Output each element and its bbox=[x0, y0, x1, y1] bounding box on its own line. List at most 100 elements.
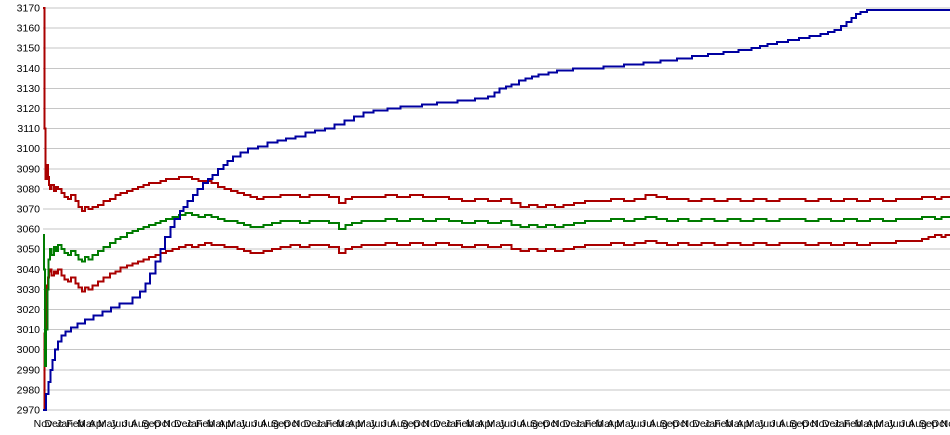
x-axis-tick-label: Jul bbox=[771, 418, 784, 430]
x-axis-tick-label: Apr bbox=[607, 418, 624, 430]
y-axis-tick-label: 3000 bbox=[17, 344, 41, 356]
y-axis-tick-label: 3100 bbox=[17, 143, 41, 155]
x-axis-tick-label: Aug bbox=[390, 418, 409, 430]
x-axis-tick-label: May bbox=[616, 418, 637, 430]
x-axis-tick-label: Nov bbox=[293, 418, 312, 430]
y-axis-tick-label: 3120 bbox=[17, 103, 41, 115]
x-axis-tick-label: Nov bbox=[682, 418, 701, 430]
x-axis-tick-label: Jan bbox=[315, 418, 332, 430]
x-axis-tick-label: Oct bbox=[672, 418, 688, 430]
x-axis-tick-label: Nov bbox=[163, 418, 182, 430]
x-axis-tick-label: Jun bbox=[369, 418, 386, 430]
y-axis-tick-label: 3160 bbox=[17, 23, 41, 35]
x-axis-tick-label: Apr bbox=[348, 418, 365, 430]
x-axis-tick-label: Jun bbox=[758, 418, 775, 430]
x-axis-tick-label: Jan bbox=[186, 418, 203, 430]
x-axis-tick-label: Mar bbox=[725, 418, 744, 430]
x-axis-tick-label: Feb bbox=[196, 418, 214, 430]
x-axis-tick-label: Apr bbox=[866, 418, 883, 430]
x-axis-tick-label: Sep bbox=[401, 418, 420, 430]
x-axis-tick-label: Oct bbox=[931, 418, 947, 430]
x-axis-tick-label: May bbox=[98, 418, 119, 430]
y-axis-tick-label: 3140 bbox=[17, 63, 41, 75]
x-axis-tick-label: Oct bbox=[283, 418, 299, 430]
y-axis-tick-label: 3020 bbox=[17, 304, 41, 316]
y-axis-tick-label: 3040 bbox=[17, 264, 41, 276]
x-axis-tick-label: May bbox=[227, 418, 248, 430]
series-blue-cumulative-line bbox=[43, 9, 950, 411]
series-lower-red-band bbox=[43, 234, 950, 411]
x-axis-tick-label: Dec bbox=[563, 418, 582, 430]
x-axis-tick-label: May bbox=[487, 418, 508, 430]
x-axis-tick-label: Feb bbox=[585, 418, 603, 430]
y-axis-tick-label: 3080 bbox=[17, 183, 41, 195]
x-axis-tick-label: Jul bbox=[900, 418, 913, 430]
x-axis-tick-label: May bbox=[746, 418, 767, 430]
x-axis-tick-label: Aug bbox=[779, 418, 798, 430]
x-axis-tick-label: Jun bbox=[499, 418, 516, 430]
x-axis-tick-label: Mar bbox=[207, 418, 226, 430]
x-axis-tick-label: Sep bbox=[789, 418, 808, 430]
x-axis-tick-label: Feb bbox=[325, 418, 343, 430]
x-axis-tick-label: Jul bbox=[641, 418, 654, 430]
x-axis-tick-label: Feb bbox=[66, 418, 84, 430]
y-axis-tick-label: 2970 bbox=[17, 405, 41, 417]
y-axis-tick-label: 3060 bbox=[17, 224, 41, 236]
x-axis-tick-label: Sep bbox=[919, 418, 938, 430]
y-axis-tick-label: 3090 bbox=[17, 163, 41, 175]
x-axis-tick-label: Nov bbox=[34, 418, 53, 430]
y-axis-tick-label: 2990 bbox=[17, 364, 41, 376]
x-axis-tick-label: Oct bbox=[154, 418, 170, 430]
x-axis-tick-label: Sep bbox=[660, 418, 679, 430]
x-axis-tick-label: Jul bbox=[252, 418, 265, 430]
y-axis-tick-label: 3150 bbox=[17, 43, 41, 55]
x-axis-tick-label: May bbox=[357, 418, 378, 430]
y-axis-tick-label: 3110 bbox=[17, 123, 40, 135]
x-axis-tick-label: Aug bbox=[520, 418, 539, 430]
x-axis-tick-label: Jan bbox=[704, 418, 721, 430]
x-axis-tick-label: Jul bbox=[382, 418, 395, 430]
y-axis-tick-label: 3010 bbox=[17, 324, 41, 336]
x-axis-tick-label: Sep bbox=[142, 418, 161, 430]
x-axis-tick-label: Dec bbox=[174, 418, 193, 430]
x-axis-tick-label: Mar bbox=[595, 418, 614, 430]
y-axis-tick-label: 3070 bbox=[17, 204, 41, 216]
x-axis-tick-label: Apr bbox=[478, 418, 495, 430]
x-axis-tick-label: Apr bbox=[218, 418, 235, 430]
x-axis-tick-label: Dec bbox=[822, 418, 841, 430]
x-axis-tick-label: Jun bbox=[628, 418, 645, 430]
x-axis-tick-label: Jun bbox=[110, 418, 127, 430]
x-axis-tick-label: Nov bbox=[811, 418, 830, 430]
x-axis-tick-label: Oct bbox=[801, 418, 817, 430]
x-axis-tick-label: Mar bbox=[77, 418, 96, 430]
x-axis-tick-label: Jan bbox=[445, 418, 462, 430]
x-axis-tick-label: Dec bbox=[692, 418, 711, 430]
x-axis-tick-label: Oct bbox=[542, 418, 558, 430]
x-axis-tick-label: Jan bbox=[834, 418, 851, 430]
x-axis-tick-label: Aug bbox=[260, 418, 279, 430]
x-axis-tick-label: Feb bbox=[455, 418, 473, 430]
x-axis-tick-label: Feb bbox=[844, 418, 862, 430]
y-axis-tick-label: 2980 bbox=[17, 384, 41, 396]
x-axis-tick-label: Apr bbox=[89, 418, 106, 430]
x-axis-tick-label: Dec bbox=[433, 418, 452, 430]
x-axis-tick-label: Apr bbox=[737, 418, 754, 430]
x-axis-tick-label: Nov bbox=[422, 418, 441, 430]
x-axis-tick-label: Nov bbox=[941, 418, 950, 430]
x-axis-tick-label: Jun bbox=[240, 418, 257, 430]
x-axis-tick-label: Sep bbox=[271, 418, 290, 430]
x-axis-tick-label: May bbox=[875, 418, 896, 430]
y-axis-tick-label: 3170 bbox=[17, 3, 41, 15]
series-upper-red-band bbox=[43, 7, 950, 212]
x-axis-tick-label: Jan bbox=[574, 418, 591, 430]
y-axis-tick-label: 3130 bbox=[17, 83, 41, 95]
x-axis-tick-label: Dec bbox=[304, 418, 323, 430]
x-axis-tick-label: Mar bbox=[466, 418, 485, 430]
x-axis-tick-label: Jul bbox=[511, 418, 524, 430]
x-axis-tick-label: Feb bbox=[714, 418, 732, 430]
y-axis-tick-label: 3050 bbox=[17, 244, 41, 256]
x-axis-tick-label: Aug bbox=[131, 418, 150, 430]
x-axis-tick-label: Jul bbox=[123, 418, 136, 430]
